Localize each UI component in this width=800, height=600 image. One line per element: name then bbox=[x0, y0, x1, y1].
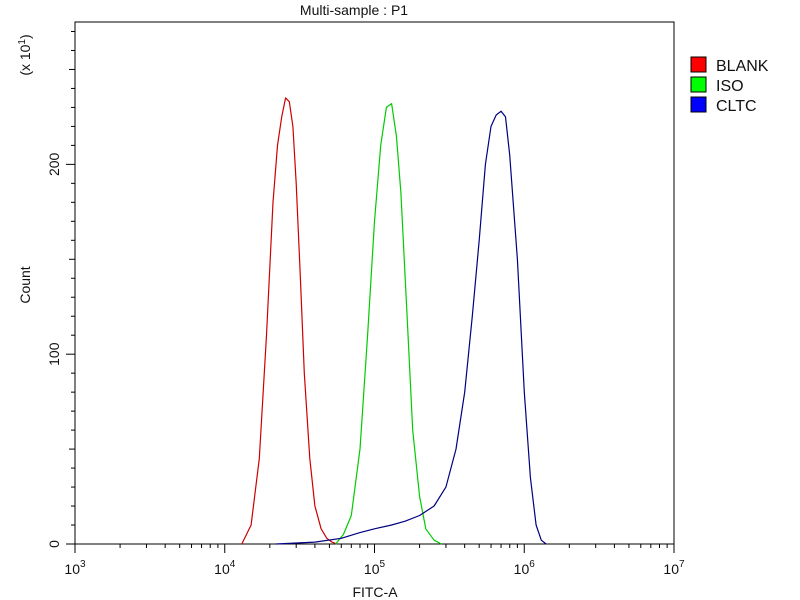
legend-swatch-iso bbox=[690, 76, 707, 93]
plot-frame bbox=[74, 21, 675, 545]
y-multiplier-label: (x 101) bbox=[17, 34, 33, 75]
legend-label-iso: ISO bbox=[716, 78, 744, 95]
x-tick-label: 107 bbox=[663, 559, 685, 577]
y-tick-label: 100 bbox=[46, 342, 62, 366]
chart-title: Multi-sample : P1 bbox=[300, 2, 408, 18]
legend-swatch-blank bbox=[690, 56, 707, 73]
x-tick-mantissa: 10 bbox=[64, 561, 80, 577]
x-axis-title: FITC-A bbox=[352, 584, 398, 600]
x-tick-mantissa: 10 bbox=[663, 561, 679, 577]
x-tick-mantissa: 10 bbox=[214, 561, 230, 577]
y-axis-ticks: 0 100 200 bbox=[46, 30, 75, 548]
y-multiplier-close: ) bbox=[17, 34, 33, 39]
series-line-iso bbox=[335, 103, 442, 545]
x-tick-label: 106 bbox=[514, 559, 536, 577]
series-line-blank bbox=[241, 97, 338, 545]
legend-label-cltc: CLTC bbox=[716, 98, 757, 115]
y-tick-label: 200 bbox=[46, 152, 62, 176]
series-line-cltc bbox=[275, 110, 547, 545]
y-multiplier-exponent: 1 bbox=[17, 39, 28, 45]
x-axis-ticks: 103 104 105 106 107 bbox=[64, 544, 685, 577]
x-tick-exponent: 4 bbox=[230, 559, 236, 570]
legend: BLANK ISO CLTC bbox=[690, 56, 769, 115]
x-tick-mantissa: 10 bbox=[514, 561, 530, 577]
x-tick-mantissa: 10 bbox=[364, 561, 380, 577]
y-multiplier-prefix: (x 10 bbox=[17, 44, 33, 75]
legend-swatch-cltc bbox=[690, 96, 707, 113]
x-tick-exponent: 7 bbox=[679, 559, 685, 570]
y-axis-title: Count bbox=[17, 266, 33, 303]
x-tick-exponent: 3 bbox=[80, 559, 86, 570]
x-tick-label: 105 bbox=[364, 559, 386, 577]
x-tick-exponent: 5 bbox=[380, 559, 386, 570]
x-tick-label: 103 bbox=[64, 559, 86, 577]
legend-label-blank: BLANK bbox=[716, 58, 769, 75]
x-tick-label: 104 bbox=[214, 559, 236, 577]
x-tick-exponent: 6 bbox=[529, 559, 535, 570]
series-lines bbox=[241, 97, 547, 545]
y-tick-label: 0 bbox=[46, 540, 62, 548]
